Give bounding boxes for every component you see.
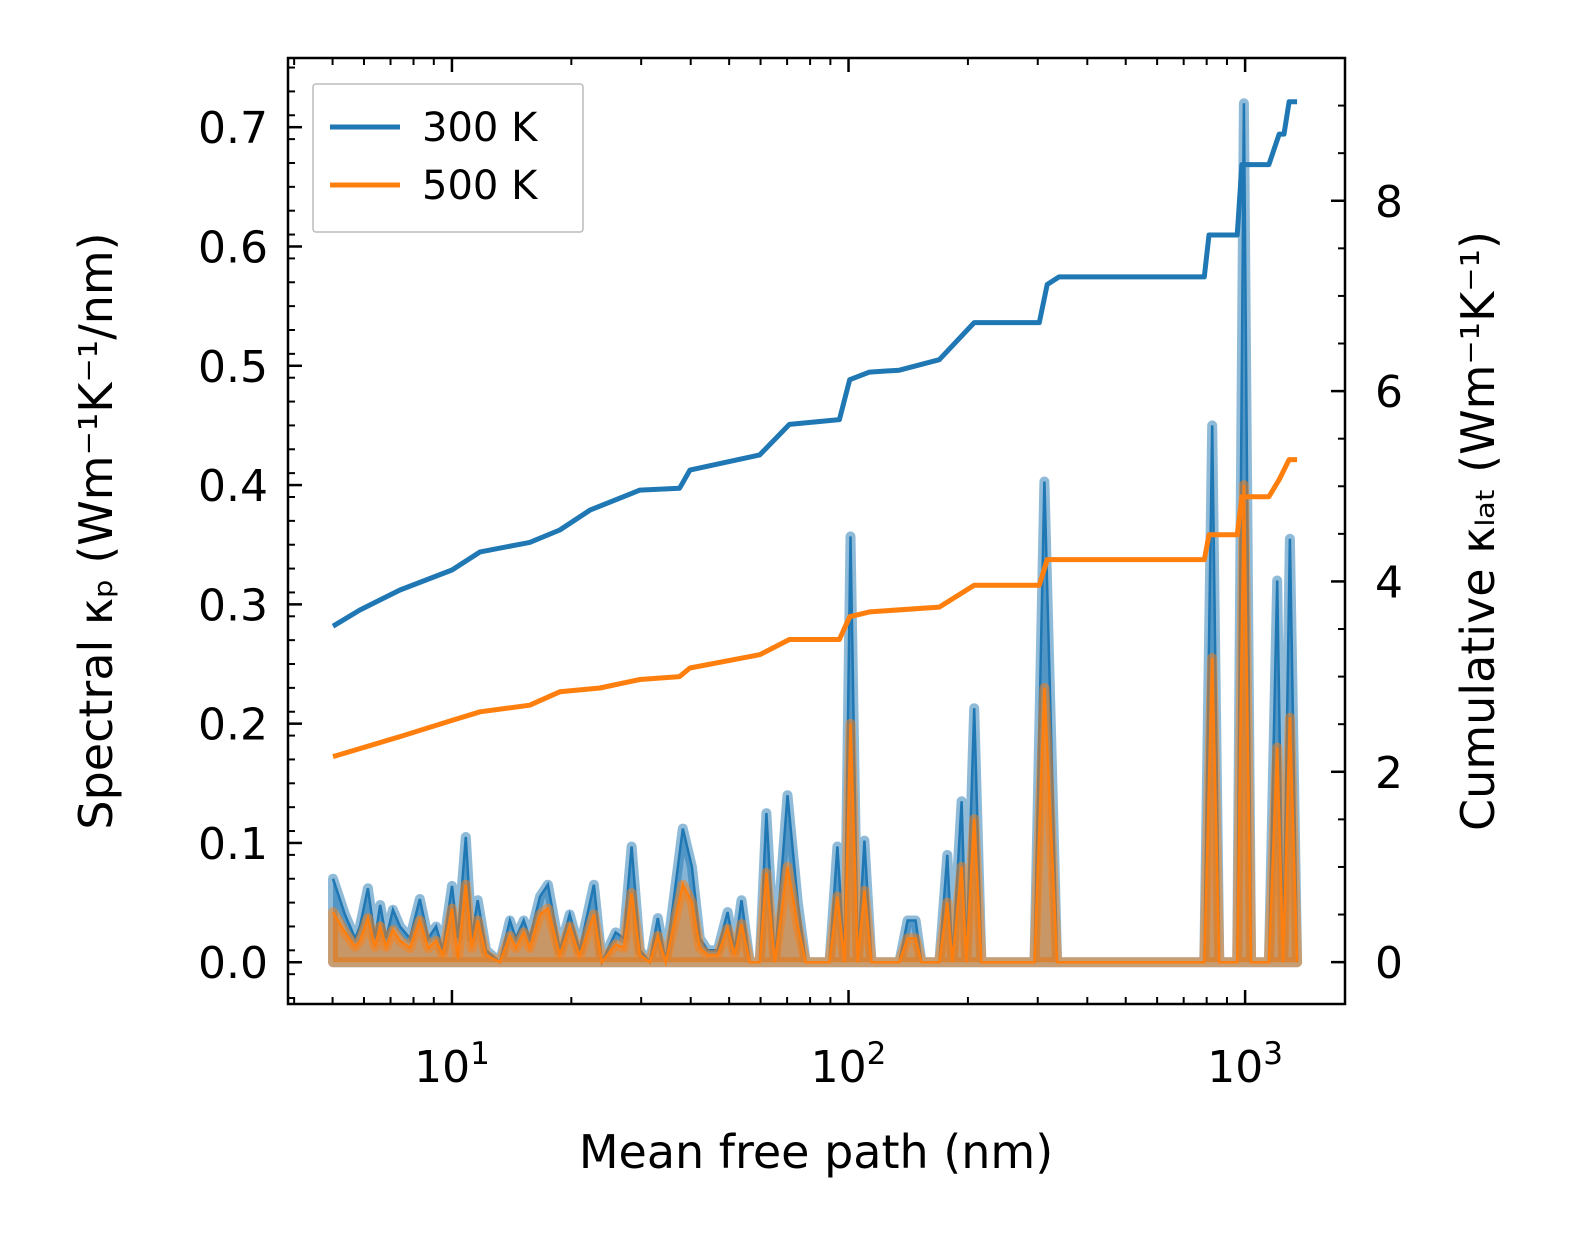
spectral-line-500k (331, 485, 1299, 968)
series-lines (331, 99, 1298, 759)
axis-ticks: 0.0 0.1 0.2 0.3 0.4 0.5 0.6 0.7 0 2 4 6 8 101 102 103 (198, 58, 1403, 1093)
legend: 300 K 500 K (312, 83, 584, 233)
y-left-tick-label: 0.3 (198, 580, 268, 631)
plot-frame (286, 56, 1347, 1006)
spectral-area-500k (328, 480, 1303, 968)
x-tick-label: 103 (1207, 1036, 1283, 1093)
y-left-tick-label: 0.4 (198, 461, 268, 512)
y-right-tick-label: 4 (1375, 557, 1403, 608)
y-right-tick-label: 2 (1375, 748, 1403, 799)
spectral-fills (328, 98, 1303, 968)
legend-label-500k: 500 K (422, 163, 539, 209)
y-right-tick-label: 0 (1375, 938, 1403, 989)
y-right-tick-label: 6 (1375, 367, 1403, 418)
y-left-tick-label: 0.5 (198, 342, 268, 393)
cumulative-line-500k (332, 457, 1298, 759)
y-left-tick-label: 0.7 (198, 103, 268, 154)
y-right-tick-label: 8 (1375, 177, 1403, 228)
x-tick-label: 101 (414, 1036, 490, 1093)
y-axis-left-label: Spectral κₚ (Wm⁻¹K⁻¹/nm) (69, 232, 123, 829)
y-left-tick-label: 0.2 (198, 700, 268, 751)
x-axis-label: Mean free path (nm) (579, 1125, 1053, 1179)
x-tick-label: 102 (811, 1036, 887, 1093)
cumulative-line-300k (331, 99, 1298, 629)
y-left-tick-label: 0.6 (198, 222, 268, 273)
legend-label-300k: 300 K (422, 105, 539, 151)
y-left-tick-label: 0.0 (198, 938, 268, 989)
y-left-tick-label: 0.1 (198, 819, 268, 870)
y-axis-right-label: Cumulative κₗₐₜ (Wm⁻¹K⁻¹) (1451, 231, 1505, 831)
legend-box (312, 83, 584, 233)
